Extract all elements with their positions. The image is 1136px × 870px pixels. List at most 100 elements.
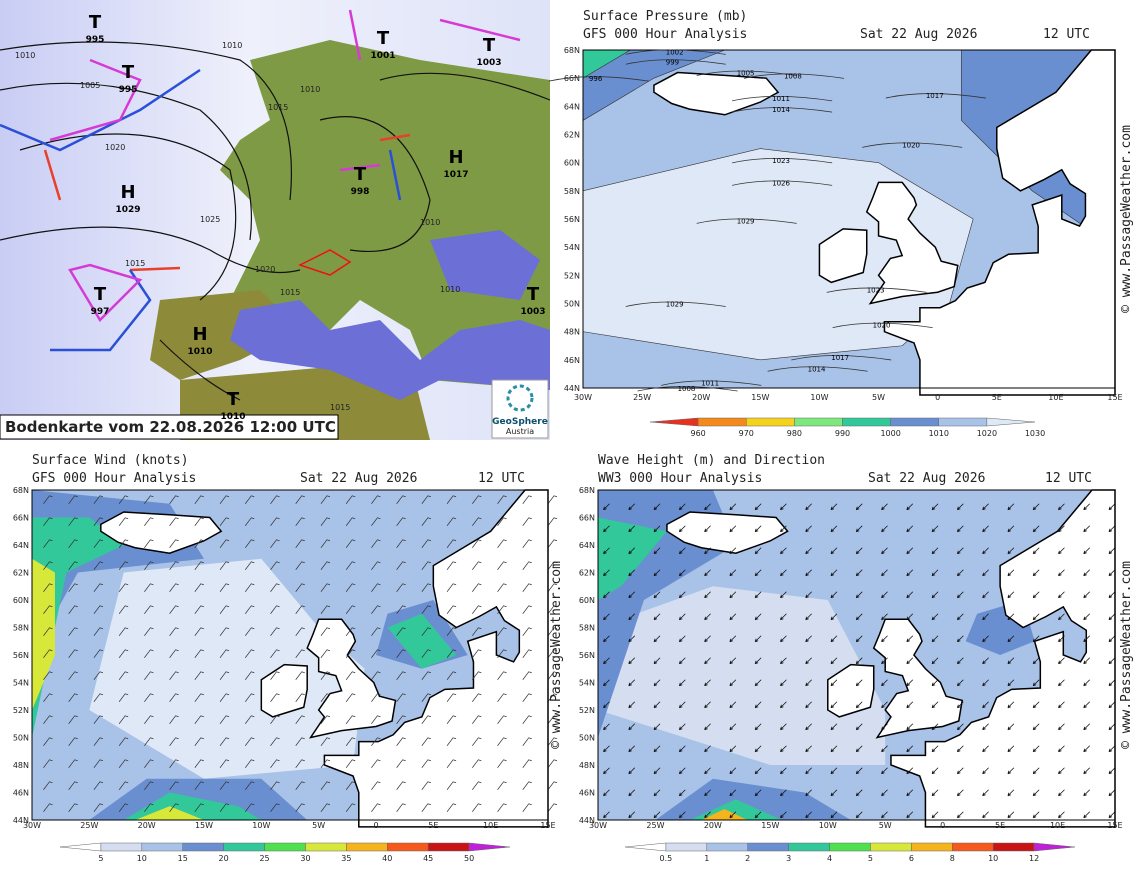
center-letter: T bbox=[377, 28, 390, 49]
isobar-label: 1005 bbox=[80, 81, 100, 90]
lat-label: 44N bbox=[13, 816, 29, 825]
colorbar-label: 10 bbox=[137, 854, 147, 863]
wind-barb bbox=[547, 693, 558, 702]
wave-arrow bbox=[754, 503, 762, 511]
isobar-label: 1010 bbox=[222, 41, 242, 50]
wave-arrow bbox=[1083, 635, 1091, 643]
wind-barb bbox=[547, 561, 558, 570]
wave-arrow bbox=[956, 635, 964, 643]
wave-arrow bbox=[1032, 525, 1040, 533]
isobar bbox=[826, 287, 927, 293]
wind-barb bbox=[169, 583, 179, 592]
wave-arrow bbox=[653, 591, 661, 599]
wind-barb bbox=[421, 715, 431, 724]
isobar-label: 1008 bbox=[678, 385, 696, 393]
wave-arrow bbox=[1083, 789, 1091, 797]
wave-arrow bbox=[956, 569, 964, 577]
wind-barb bbox=[446, 803, 457, 812]
wave-arrow bbox=[982, 701, 989, 709]
lat-label: 54N bbox=[13, 679, 29, 688]
wind-barb bbox=[446, 693, 457, 702]
wind-barb bbox=[547, 495, 558, 504]
isobar bbox=[0, 226, 301, 274]
wind-barb bbox=[245, 583, 255, 592]
wind-barb bbox=[320, 561, 331, 570]
wave-arrow bbox=[678, 569, 686, 577]
wave-arrow bbox=[982, 503, 989, 511]
isobar bbox=[661, 380, 762, 386]
wave-arrow bbox=[704, 569, 711, 577]
wave-arrow bbox=[1032, 591, 1040, 599]
wave-arrow bbox=[805, 767, 812, 775]
wave-arrow bbox=[881, 591, 888, 599]
wind-barb bbox=[320, 649, 331, 658]
wave-arrow bbox=[805, 569, 812, 577]
wave-arrow bbox=[729, 547, 737, 555]
colorbar-label: 4 bbox=[827, 854, 832, 863]
lon-label: 5W bbox=[872, 393, 885, 402]
wave-arrow bbox=[1058, 591, 1065, 599]
wave-arrow bbox=[906, 723, 914, 731]
wind-barb bbox=[472, 539, 482, 548]
panel-title: Surface Wind (knots) bbox=[32, 453, 189, 468]
wind-barb bbox=[93, 715, 104, 724]
wave-arrow bbox=[830, 679, 838, 687]
isobar-label: 1011 bbox=[772, 95, 790, 103]
wave-arrow bbox=[628, 635, 636, 643]
wind-barb bbox=[43, 583, 53, 592]
isobar bbox=[548, 76, 649, 82]
wind-barb bbox=[144, 517, 154, 526]
wind-barb bbox=[345, 517, 356, 526]
wind-barb bbox=[270, 495, 280, 504]
wind-barb bbox=[522, 627, 532, 636]
wind-barb bbox=[421, 759, 431, 768]
isobar-label: 1023 bbox=[867, 286, 885, 294]
wind-barb bbox=[219, 583, 230, 592]
wave-arrow bbox=[855, 745, 863, 753]
logo-text: Austria bbox=[506, 427, 534, 436]
wind-barb bbox=[497, 627, 507, 636]
colorbar-label: 1020 bbox=[977, 429, 997, 438]
wind-barb bbox=[194, 803, 204, 812]
wave-arrow bbox=[603, 525, 610, 533]
wave-arrow bbox=[855, 547, 863, 555]
isobar bbox=[767, 366, 868, 372]
wave-arrow bbox=[855, 569, 863, 577]
wave-arrow bbox=[931, 723, 939, 731]
lat-label: 52N bbox=[564, 271, 580, 280]
wind-barb bbox=[144, 693, 154, 702]
colorbar-label: 5 bbox=[98, 854, 103, 863]
lon-label: 0 bbox=[373, 821, 378, 830]
colorbar-swatch bbox=[746, 417, 795, 427]
wave-arrow bbox=[830, 503, 838, 511]
wave-arrow bbox=[603, 591, 610, 599]
wave-arrow bbox=[855, 503, 863, 511]
wave-arrow bbox=[729, 503, 737, 511]
lon-label: 25W bbox=[646, 821, 664, 830]
wind-barb bbox=[421, 561, 431, 570]
wind-barb bbox=[371, 693, 381, 702]
wave-arrow bbox=[780, 723, 787, 731]
wind-barb bbox=[118, 627, 129, 636]
wind-barb bbox=[320, 803, 331, 812]
wind-barb bbox=[522, 517, 532, 526]
lon-label: 15W bbox=[761, 821, 779, 830]
wind-barb bbox=[169, 737, 179, 746]
wind-barb bbox=[320, 539, 331, 548]
wind-barb bbox=[547, 605, 558, 614]
lon-label: 10E bbox=[483, 821, 498, 830]
wind-barb bbox=[522, 605, 532, 614]
wave-arrow bbox=[1032, 679, 1040, 687]
wave-arrow bbox=[628, 811, 636, 819]
wind-barb bbox=[547, 539, 558, 548]
wind-barb bbox=[320, 781, 331, 790]
panel-date: Sat 22 Aug 2026 bbox=[868, 471, 985, 486]
map-frame bbox=[597, 489, 1116, 821]
wind-barb bbox=[219, 759, 230, 768]
wave-arrow bbox=[1058, 679, 1065, 687]
wave-arrow bbox=[678, 613, 686, 621]
wave-arrow bbox=[653, 679, 661, 687]
wave-arrow bbox=[982, 569, 989, 577]
isobar-label: 1010 bbox=[440, 285, 460, 294]
colorbar-label: 1030 bbox=[1025, 429, 1045, 438]
